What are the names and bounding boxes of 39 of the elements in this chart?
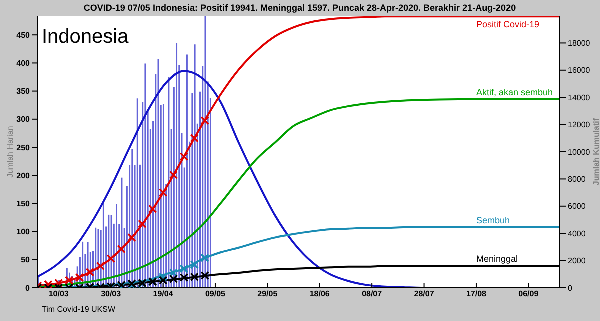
y-tick-label: 400 xyxy=(16,59,31,68)
x-tick-label: 19/04 xyxy=(153,290,174,299)
series-label: Aktif, akan sembuh xyxy=(476,87,554,98)
y2-tick-label: 2000 xyxy=(568,256,586,266)
x-tick-label: 28/07 xyxy=(414,290,435,299)
y-tick-label: 350 xyxy=(16,87,31,96)
y-tick-label: 450 xyxy=(16,30,31,40)
y-axis-title: Jumlah Harian xyxy=(6,126,15,178)
y-tick-label: 250 xyxy=(16,143,31,152)
y-tick-label: 150 xyxy=(16,200,31,209)
y-tick-label: 0 xyxy=(26,284,31,293)
y2-tick-label: 4000 xyxy=(568,229,586,238)
y2-tick-label: 14000 xyxy=(568,93,591,102)
series-label: Sembuh xyxy=(476,215,510,226)
x-tick-label: 08/07 xyxy=(362,290,383,299)
y2-tick-label: 8000 xyxy=(568,175,586,184)
y-tick-label: 100 xyxy=(16,228,31,237)
y2-tick-label: 10000 xyxy=(568,148,591,157)
text: Tim Covid-19 UKSW xyxy=(42,305,116,314)
y2-tick-label: 18000 xyxy=(568,39,591,48)
y2-tick-label: 0 xyxy=(568,284,573,293)
y2-axis-title: Jumlah Kumulatif xyxy=(592,118,600,186)
annotation: Indonesia xyxy=(42,26,129,49)
series-label: Meninggal xyxy=(476,254,518,264)
x-tick-label: 10/03 xyxy=(48,290,70,299)
y-tick-label: 300 xyxy=(16,115,31,124)
y-tick-label: 50 xyxy=(21,256,31,265)
series-label: Positif Covid-19 xyxy=(476,20,540,30)
x-tick-label: 17/08 xyxy=(466,290,488,299)
x-tick-label: 29/05 xyxy=(258,290,278,299)
x-tick-label: 09/05 xyxy=(205,290,226,299)
x-tick-label: 06/09 xyxy=(518,290,540,299)
y2-tick-label: 6000 xyxy=(568,202,586,212)
y-tick-label: 200 xyxy=(16,171,31,180)
y2-tick-label: 12000 xyxy=(568,120,591,130)
chart-title: COVID-19 07/05 Indonesia: Positif 19941. Meninggal 1597. Puncak 28-Apr-2020. Berakhir 21-Aug-2020 xyxy=(82,3,518,13)
y2-tick-label: 16000 xyxy=(568,66,591,76)
x-tick-label: 30/03 xyxy=(101,290,122,299)
x-tick-label: 18/06 xyxy=(310,290,330,299)
